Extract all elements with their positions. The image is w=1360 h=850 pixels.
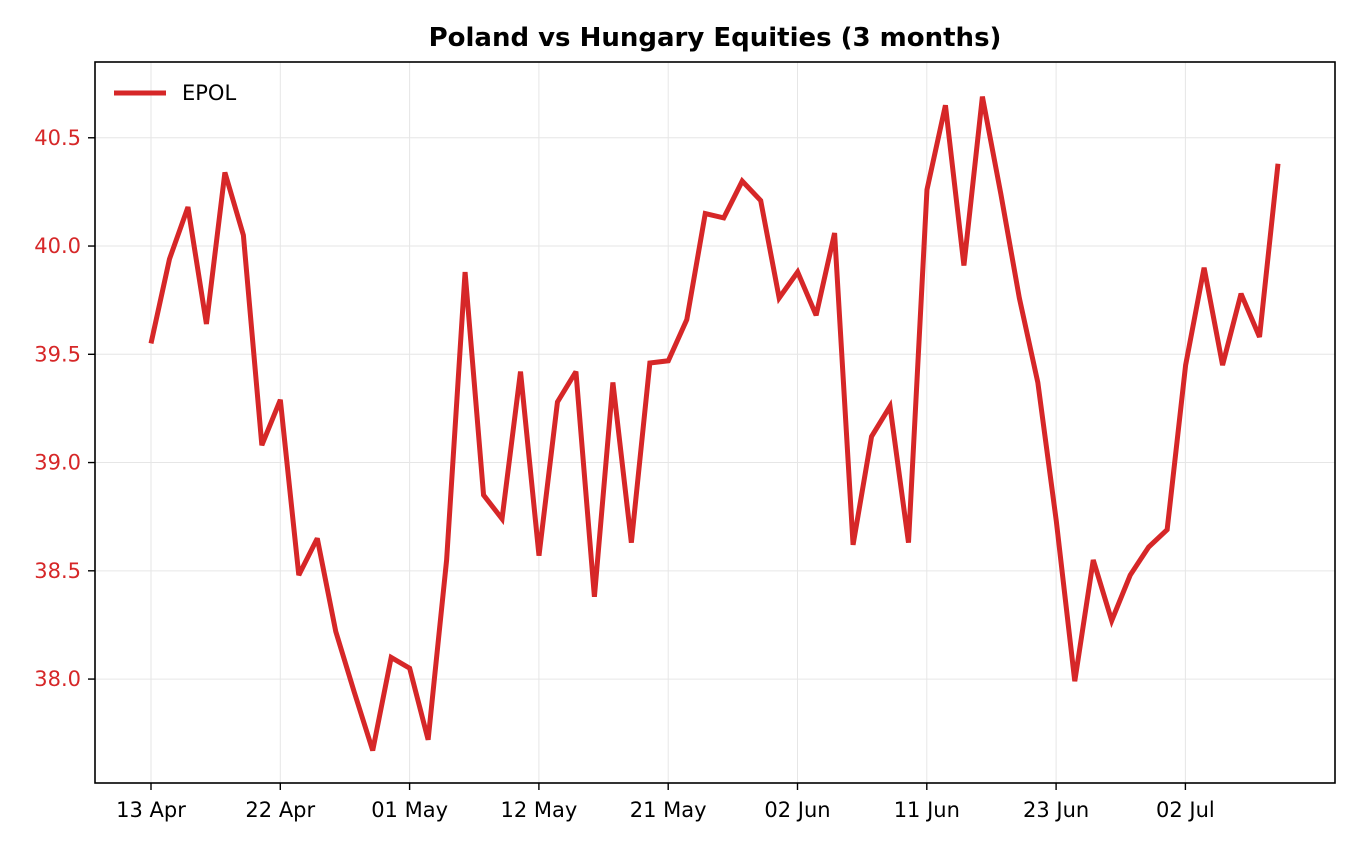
y-tick-label: 39.0 <box>34 451 81 475</box>
x-tick-label: 21 May <box>630 798 707 822</box>
x-axis: 13 Apr 22 Apr 01 May 12 May 21 May 02 Jun 11 J… <box>116 783 1215 822</box>
legend: EPOL <box>114 81 236 105</box>
series-line-epol <box>148 96 1281 752</box>
series-layer <box>148 96 1281 752</box>
y-tick-label: 38.5 <box>34 559 81 583</box>
x-tick-label: 13 Apr <box>116 798 186 822</box>
y-tick-label: 38.0 <box>34 667 81 691</box>
x-tick-label: 01 May <box>371 798 448 822</box>
legend-label-epol: EPOL <box>182 81 236 105</box>
x-tick-label: 02 Jul <box>1156 798 1215 822</box>
x-tick-label: 23 Jun <box>1023 798 1089 822</box>
plot-frame <box>94 61 1336 784</box>
chart-title: Poland vs Hungary Equities (3 months) <box>429 23 1002 53</box>
x-tick-label: 22 Apr <box>245 798 315 822</box>
y-axis: 38.0 38.5 39.0 39.5 40.0 40.5 <box>34 126 95 691</box>
y-tick-label: 39.5 <box>34 342 81 366</box>
x-tick-label: 02 Jun <box>764 798 830 822</box>
x-tick-label: 11 Jun <box>894 798 960 822</box>
y-tick-label: 40.0 <box>34 234 81 258</box>
x-tick-label: 12 May <box>500 798 577 822</box>
y-tick-label: 40.5 <box>34 126 81 150</box>
